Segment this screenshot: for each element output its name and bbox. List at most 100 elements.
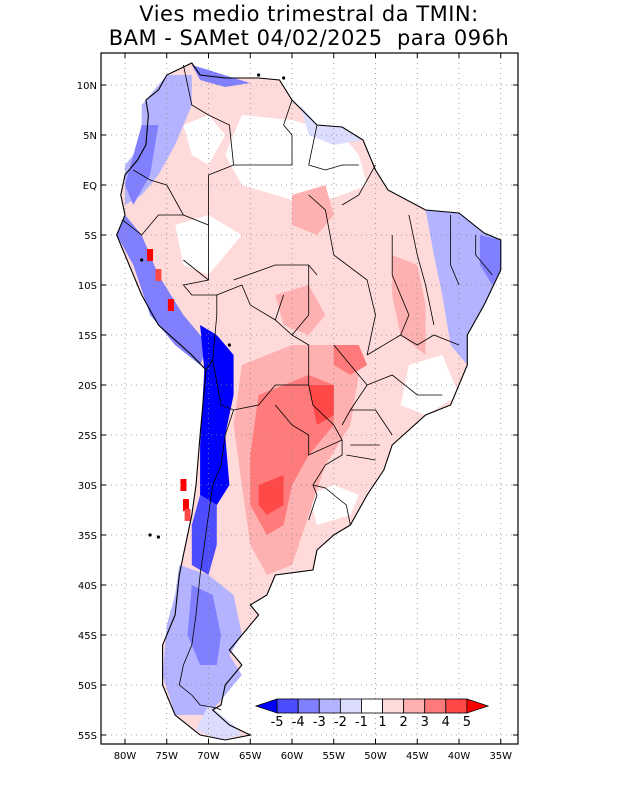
y-tick-label: 45S [78,631,97,642]
colorbar-cell [403,698,426,714]
y-tick-label: EQ [83,181,97,192]
colorbar-label: 5 [463,715,471,730]
x-tick-label: 70W [197,751,220,762]
colorbar-cell [276,698,299,714]
border-line-5 [212,284,310,411]
coastline-layer [116,62,502,741]
border-line-13 [274,294,284,321]
x-tick-label: 60W [281,751,304,762]
island-mark-3 [156,535,160,539]
colorbar-cell [318,698,341,714]
y-tick-label: 15S [78,331,97,342]
colorbar-label: 4 [442,715,450,730]
y-tick-label: 10S [78,281,97,292]
map-frame [100,52,519,745]
colorbar-label: -1 [355,715,368,730]
grid-lines [101,53,518,744]
border-line-24 [346,454,376,461]
x-tick-label: 55W [322,751,345,762]
field-cold-andes-peru [116,215,209,365]
island-mark-1 [227,343,231,347]
field-warm-east [392,255,426,355]
border-line-11 [233,264,318,281]
border-line-15 [341,164,376,206]
title-line-2: BAM - SAMet 04/02/2025 para 096h [108,26,510,50]
colorbar-label: -2 [334,715,347,730]
field-warm-amazon-1 [292,185,334,235]
field-neutral-uruguay [308,485,359,525]
border-line-1 [233,99,293,166]
y-tick-label: 40S [78,581,97,592]
island-mark-2 [148,533,152,537]
colorbar-cell [466,698,490,714]
border-line-19 [475,235,493,276]
island-mark-6 [282,76,286,80]
field-warm-speck-0 [180,479,187,491]
border-line-2 [308,124,359,171]
border-line-6 [274,384,343,456]
border-line-9 [312,484,351,526]
colorbar-label: 1 [378,715,386,730]
colorbar-label: 3 [421,715,429,730]
y-tick-label: 55S [78,731,97,742]
border-line-8 [308,440,343,521]
field-warm-speck-5 [167,299,174,311]
field-warm-speck-2 [184,509,191,521]
x-tick-label: 45W [406,751,429,762]
border-line-18 [450,215,460,286]
border-line-17 [408,214,435,326]
colorbar-cell [339,698,362,714]
island-mark-0 [140,258,144,262]
border-line-10 [183,259,209,281]
field-neutral-colombia [183,115,226,165]
field-warm-peak-1 [258,475,284,515]
border-line-20 [366,334,460,356]
x-tick-label: 40W [448,751,471,762]
title-line-1: Vies medio trimestral da TMIN: [139,2,479,26]
field-cold-tierra [196,705,242,740]
field-cold-altiplano [200,325,234,505]
colorbar-label: -5 [271,715,284,730]
x-tick-label: 75W [155,751,178,762]
coastline [116,62,502,741]
border-line-21 [366,374,443,396]
field-warm-speck-3 [147,249,154,261]
field-neutral-southeast [400,355,459,415]
island-mark-7 [257,73,261,77]
y-tick-label: 35S [78,531,97,542]
colorbar-cell [382,698,405,714]
border-line-0 [133,64,235,226]
y-tick-label: 5S [84,231,97,242]
border-line-4 [182,225,218,371]
colorbar: -5 -4 -3 -2 -1 1 2 3 4 5 [254,698,490,730]
colorbar-cell [424,698,447,714]
axis-ticks: 80W 75W 70W 65W 60W 55W 50W 45W 40W 35W 10N 5N EQ 5S 1… [77,53,518,762]
y-tick-label: 5N [83,131,97,142]
y-tick-label: 30S [78,481,97,492]
field-cold-central-andes [191,495,217,575]
y-tick-label: 25S [78,431,97,442]
colorbar-cell [297,698,320,714]
x-tick-label: 50W [364,751,387,762]
colorbar-label: 2 [399,715,407,730]
colorbar-label: -4 [292,715,305,730]
field-cold-caribbean [191,65,251,87]
field-warm-speck-1 [182,499,189,511]
border-line-3 [122,214,184,236]
border-line-12 [291,265,310,336]
colorbar-cell [445,698,468,714]
x-tick-label: 65W [239,751,262,762]
y-tick-label: 20S [78,381,97,392]
x-tick-label: 80W [114,751,137,762]
field-cold-patagonia-mid [187,585,221,665]
colorbar-cell [361,698,383,714]
y-tick-label: 50S [78,681,97,692]
border-line-16 [391,235,410,336]
y-tick-label: 10N [77,81,97,92]
field-warm-pantanal [333,345,368,375]
x-tick-label: 35W [489,751,512,762]
field-cold-ne-coast [479,235,501,285]
border-line-7 [178,409,234,711]
border-line-22 [350,409,393,436]
